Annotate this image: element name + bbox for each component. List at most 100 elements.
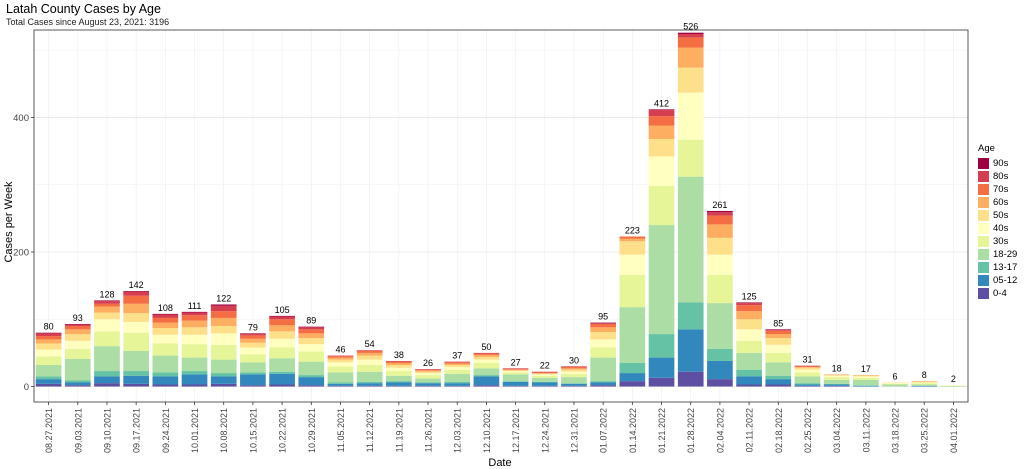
bar-segment-05-12 bbox=[94, 376, 120, 384]
bar-total-label: 46 bbox=[335, 345, 345, 355]
bar-segment-30s bbox=[415, 375, 441, 379]
bar-segment-18-29 bbox=[298, 361, 325, 376]
bar-total-label: 22 bbox=[540, 361, 550, 371]
bar-segment-13-17 bbox=[590, 381, 616, 383]
bar-segment-18-29 bbox=[240, 362, 266, 373]
bar-segment-50s bbox=[911, 381, 938, 383]
bar-segment-50s bbox=[269, 331, 295, 339]
bar-segment-0-4 bbox=[327, 385, 354, 387]
x-tick-label: 11.05.2021 bbox=[336, 408, 346, 452]
bar-total-label: 85 bbox=[773, 318, 783, 328]
bar-segment-60s bbox=[823, 374, 850, 376]
bar-total-label: 89 bbox=[306, 316, 316, 326]
bar-segment-13-17 bbox=[853, 385, 879, 386]
bar-segment-80s bbox=[152, 314, 179, 318]
bar-segment-05-12 bbox=[590, 382, 616, 386]
bar-segment-0-4 bbox=[590, 385, 616, 387]
bar-segment-40s bbox=[531, 374, 558, 376]
bar-segment-05-12 bbox=[181, 374, 208, 385]
bar-segment-70s bbox=[415, 369, 441, 371]
bar-segment-18-29 bbox=[502, 374, 529, 382]
bar-segment-50s bbox=[707, 237, 733, 255]
bar-segment-18-29 bbox=[882, 384, 908, 387]
bar-segment-13-17 bbox=[502, 381, 529, 382]
legend-title: Age bbox=[978, 143, 995, 154]
bar-segment-0-4 bbox=[794, 385, 821, 387]
bar-segment-18-29 bbox=[210, 359, 237, 374]
bar-segment-13-17 bbox=[444, 381, 471, 384]
x-tick-label: 09.24.2021 bbox=[161, 408, 171, 453]
x-tick-label: 03.04.2022 bbox=[832, 408, 842, 453]
legend-item: 18-29 bbox=[978, 248, 1017, 261]
bar-total-label: 111 bbox=[188, 301, 202, 311]
bar-segment-40s bbox=[94, 319, 120, 332]
bar-segment-05-12 bbox=[677, 329, 704, 372]
bar-segment-40s bbox=[181, 334, 208, 345]
x-tick-label: 12.31.2021 bbox=[569, 408, 579, 453]
bar-segment-60s bbox=[853, 375, 879, 376]
x-tick-label: 01.07.2022 bbox=[599, 408, 609, 453]
bar-segment-30s bbox=[210, 344, 237, 360]
legend-swatch bbox=[978, 197, 989, 208]
bar-segment-50s bbox=[64, 334, 91, 341]
x-tick-label: 04.01.2022 bbox=[949, 408, 959, 453]
bar-segment-0-4 bbox=[356, 385, 383, 387]
x-tick-label: 02.18.2022 bbox=[774, 408, 784, 453]
chart-title: Latah County Cases by Age bbox=[6, 2, 161, 16]
bar-segment-30s bbox=[853, 377, 879, 380]
bar-segment-40s bbox=[502, 371, 529, 373]
bar-segment-05-12 bbox=[327, 383, 354, 386]
bar-segment-90s bbox=[677, 32, 704, 35]
x-tick-label: 01.21.2022 bbox=[657, 408, 667, 453]
bar-segment-0-4 bbox=[35, 383, 62, 387]
legend-label: 80s bbox=[993, 171, 1009, 182]
bar-segment-70s bbox=[619, 236, 646, 239]
bar-segment-60s bbox=[444, 363, 471, 366]
bar-segment-05-12 bbox=[853, 385, 879, 387]
bar-segment-05-12 bbox=[765, 379, 792, 385]
bar-segment-13-17 bbox=[386, 381, 412, 383]
bar-segment-60s bbox=[590, 327, 616, 333]
bar-segment-40s bbox=[298, 344, 325, 352]
bar-segment-40s bbox=[707, 254, 733, 275]
legend-item: 40s bbox=[978, 222, 1017, 235]
bar-segment-40s bbox=[64, 340, 91, 349]
bar-segment-90s bbox=[240, 333, 266, 335]
bar-segment-13-17 bbox=[561, 383, 587, 384]
bar-segment-50s bbox=[794, 367, 821, 370]
bar-segment-18-29 bbox=[35, 365, 62, 377]
x-tick-label: 09.10.2021 bbox=[102, 408, 112, 453]
bar-segment-18-29 bbox=[473, 368, 500, 376]
bar-segment-70s bbox=[240, 335, 266, 339]
legend-label: 50s bbox=[993, 210, 1009, 221]
bar-segment-05-12 bbox=[648, 357, 675, 378]
bar-segment-70s bbox=[473, 353, 500, 355]
bar-segment-18-29 bbox=[561, 377, 587, 384]
x-axis-label: Date bbox=[488, 457, 511, 469]
bar-segment-0-4 bbox=[561, 385, 587, 387]
bar-segment-0-4 bbox=[94, 383, 120, 387]
bar-segment-80s bbox=[590, 323, 616, 324]
bar-segment-90s bbox=[269, 315, 295, 317]
bar-total-label: 142 bbox=[129, 280, 144, 290]
bar-segment-50s bbox=[648, 138, 675, 157]
bar-segment-60s bbox=[707, 224, 733, 238]
y-tick-label: 0 bbox=[24, 382, 29, 393]
bar-segment-50s bbox=[677, 67, 704, 93]
bar-segment-40s bbox=[35, 349, 62, 357]
bar-segment-80s bbox=[181, 312, 208, 316]
bar-segment-70s bbox=[298, 329, 325, 334]
bar-segment-70s bbox=[444, 362, 471, 364]
bar-segment-0-4 bbox=[64, 385, 91, 387]
bar-total-label: 93 bbox=[73, 313, 83, 323]
bar-segment-30s bbox=[502, 372, 529, 375]
bar-segment-13-17 bbox=[473, 375, 500, 377]
bar-segment-60s bbox=[356, 352, 383, 356]
legend-swatch bbox=[978, 210, 989, 221]
bar-segment-90s bbox=[707, 210, 733, 213]
bar-segment-60s bbox=[123, 303, 149, 314]
bar-segment-05-12 bbox=[707, 360, 733, 380]
bar-segment-60s bbox=[415, 370, 441, 372]
